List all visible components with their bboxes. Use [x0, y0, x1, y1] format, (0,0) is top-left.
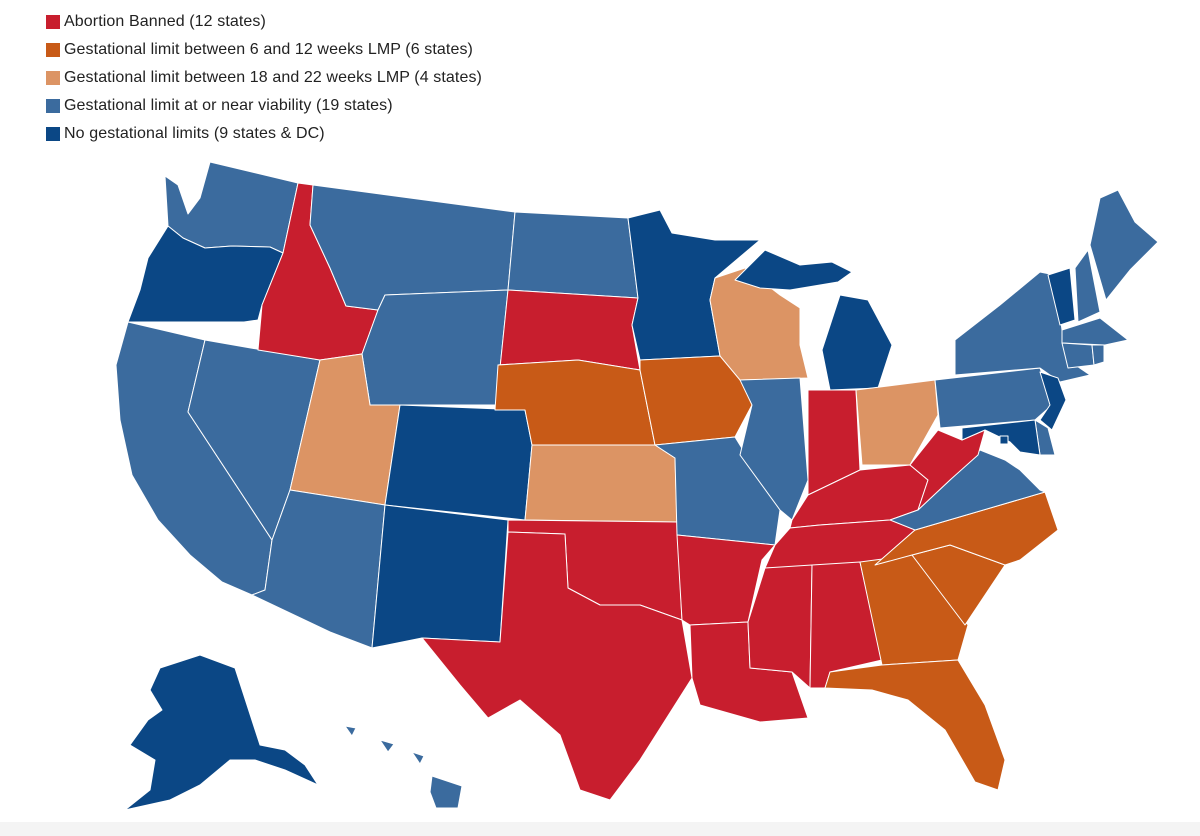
state-michigan[interactable]	[821, 294, 893, 391]
state-michigan-upper[interactable]	[734, 249, 853, 291]
legend-label-6-12-weeks: Gestational limit between 6 and 12 weeks…	[64, 41, 473, 58]
state-new-mexico[interactable]	[371, 504, 509, 649]
state-connecticut[interactable]	[1061, 342, 1095, 369]
state-florida[interactable]	[824, 659, 1006, 791]
footer-strip	[0, 822, 1200, 836]
legend-label-18-22-weeks: Gestational limit between 18 and 22 week…	[64, 69, 482, 86]
legend-swatch-viability	[46, 99, 60, 113]
state-ohio[interactable]	[855, 379, 939, 466]
state-south-dakota[interactable]	[497, 289, 641, 371]
legend-item-no-limits: No gestational limits (9 states & DC)	[46, 120, 482, 148]
legend-item-6-12-weeks: Gestational limit between 6 and 12 weeks…	[46, 36, 482, 64]
state-massachusetts[interactable]	[1061, 317, 1129, 346]
legend-swatch-banned	[46, 15, 60, 29]
legend-swatch-6-12-weeks	[46, 43, 60, 57]
legend: Abortion Banned (12 states) Gestational …	[46, 8, 482, 148]
state-colorado[interactable]	[384, 404, 533, 521]
legend-label-viability: Gestational limit at or near viability (…	[64, 97, 393, 114]
state-vermont[interactable]	[1047, 267, 1076, 326]
state-alaska[interactable]	[124, 654, 319, 811]
state-new-hampshire[interactable]	[1074, 249, 1101, 323]
state-district-of-columbia[interactable]	[999, 435, 1009, 445]
legend-item-18-22-weeks: Gestational limit between 18 and 22 week…	[46, 64, 482, 92]
state-wyoming[interactable]	[361, 289, 509, 406]
legend-item-banned: Abortion Banned (12 states)	[46, 8, 482, 36]
state-north-dakota[interactable]	[507, 211, 639, 299]
legend-label-banned: Abortion Banned (12 states)	[64, 13, 266, 30]
legend-swatch-no-limits	[46, 127, 60, 141]
state-kansas[interactable]	[524, 444, 678, 523]
state-maine[interactable]	[1089, 189, 1159, 301]
state-new-jersey[interactable]	[1039, 371, 1067, 431]
state-texas[interactable]	[421, 531, 693, 801]
legend-item-viability: Gestational limit at or near viability (…	[46, 92, 482, 120]
state-illinois[interactable]	[739, 377, 809, 521]
legend-label-no-limits: No gestational limits (9 states & DC)	[64, 125, 325, 142]
state-west-virginia[interactable]	[909, 429, 986, 511]
state-rhode-island[interactable]	[1091, 344, 1105, 366]
legend-swatch-18-22-weeks	[46, 71, 60, 85]
state-hawaii[interactable]	[344, 725, 463, 809]
state-pennsylvania[interactable]	[934, 367, 1053, 429]
